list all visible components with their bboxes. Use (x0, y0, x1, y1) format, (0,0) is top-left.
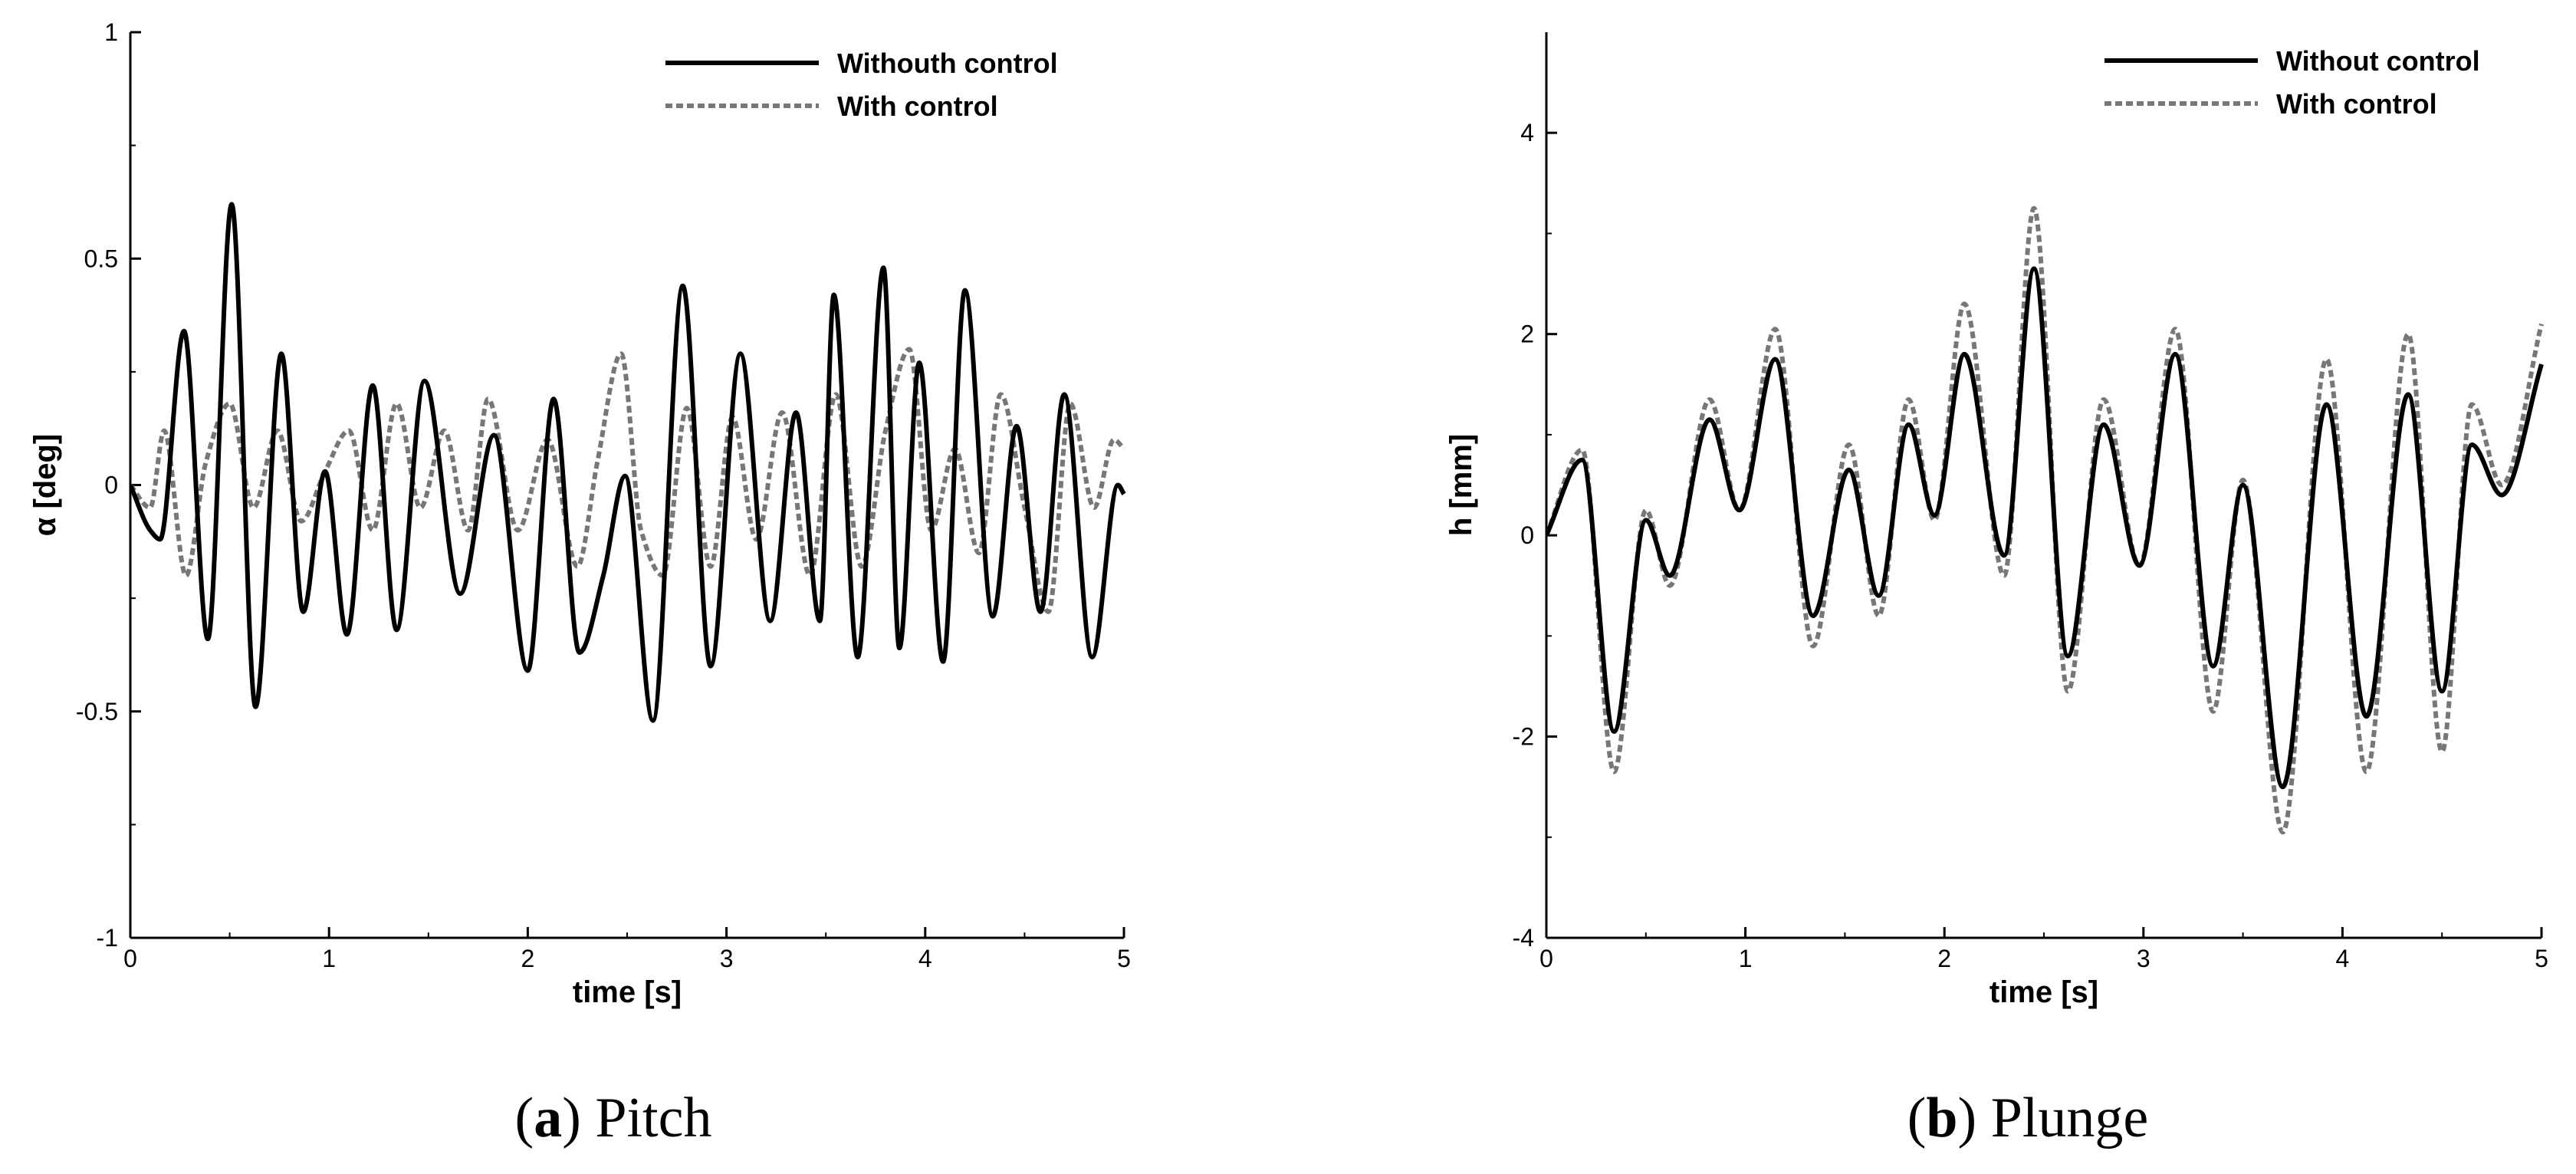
y-tick-label: 0.5 (84, 245, 118, 272)
caption-letter: b (1926, 1087, 1957, 1149)
caption-paren-open: ( (515, 1087, 534, 1149)
legend: Without control With control (2104, 45, 2480, 120)
x-tick-label: 2 (521, 945, 535, 972)
y-tick-label: 0 (1520, 521, 1534, 549)
caption-text: Pitch (595, 1087, 711, 1149)
x-tick-label: 5 (1117, 945, 1131, 972)
plunge-chart-panel: 0 1 2 3 4 5 -4 -2 0 2 4 time [s] h [mm] Without contr… (1444, 32, 2548, 1149)
x-axis-label: time [s] (573, 975, 682, 1009)
y-tick-label: -2 (1513, 723, 1534, 751)
y-tick-label: 1 (104, 18, 118, 46)
x-tick-label: 0 (123, 945, 137, 972)
y-tick-label: -0.5 (76, 698, 118, 725)
x-tick-label: 3 (2137, 945, 2150, 972)
y-tick-label: 0 (104, 472, 118, 499)
legend-label: Without control (2276, 45, 2480, 77)
y-tick-label: -1 (97, 924, 118, 952)
x-tick-label: 2 (1937, 945, 1951, 972)
caption-text: Plunge (1991, 1087, 2149, 1149)
x-tick-label: 1 (1739, 945, 1753, 972)
series-without-control-line (1546, 266, 2544, 790)
legend: Withouth control With control (665, 48, 1058, 122)
x-tick-label: 1 (322, 945, 336, 972)
panel-caption: (b) Plunge (1907, 1087, 2149, 1149)
legend-label: Withouth control (837, 48, 1058, 79)
y-tick-label: 4 (1520, 119, 1534, 146)
y-axis-label: α [deg] (28, 434, 62, 536)
legend-label: With control (837, 90, 998, 122)
y-axis-label: h [mm] (1444, 434, 1478, 536)
caption-paren-open: ( (1907, 1087, 1927, 1149)
series-without-control-line (130, 202, 1126, 723)
x-tick-label: 0 (1539, 945, 1553, 972)
panel-caption: (a) Pitch (515, 1087, 712, 1149)
x-axis-label: time [s] (1990, 975, 2098, 1009)
caption-letter: a (534, 1087, 562, 1149)
x-tick-label: 3 (720, 945, 734, 972)
legend-label: With control (2276, 88, 2437, 120)
x-tick-label: 5 (2535, 945, 2548, 972)
pitch-chart-panel: 0 1 2 3 4 5 -1 -0.5 0 0.5 1 time [s] α [deg] Withouth… (28, 18, 1131, 1149)
caption-paren-close: ) (1958, 1087, 1991, 1149)
y-tick-label: -4 (1513, 924, 1534, 952)
series-with-control-line (130, 347, 1126, 614)
x-tick-label: 4 (918, 945, 932, 972)
x-tick-label: 4 (2336, 945, 2350, 972)
caption-paren-close: ) (562, 1087, 595, 1149)
y-tick-label: 2 (1520, 321, 1534, 348)
